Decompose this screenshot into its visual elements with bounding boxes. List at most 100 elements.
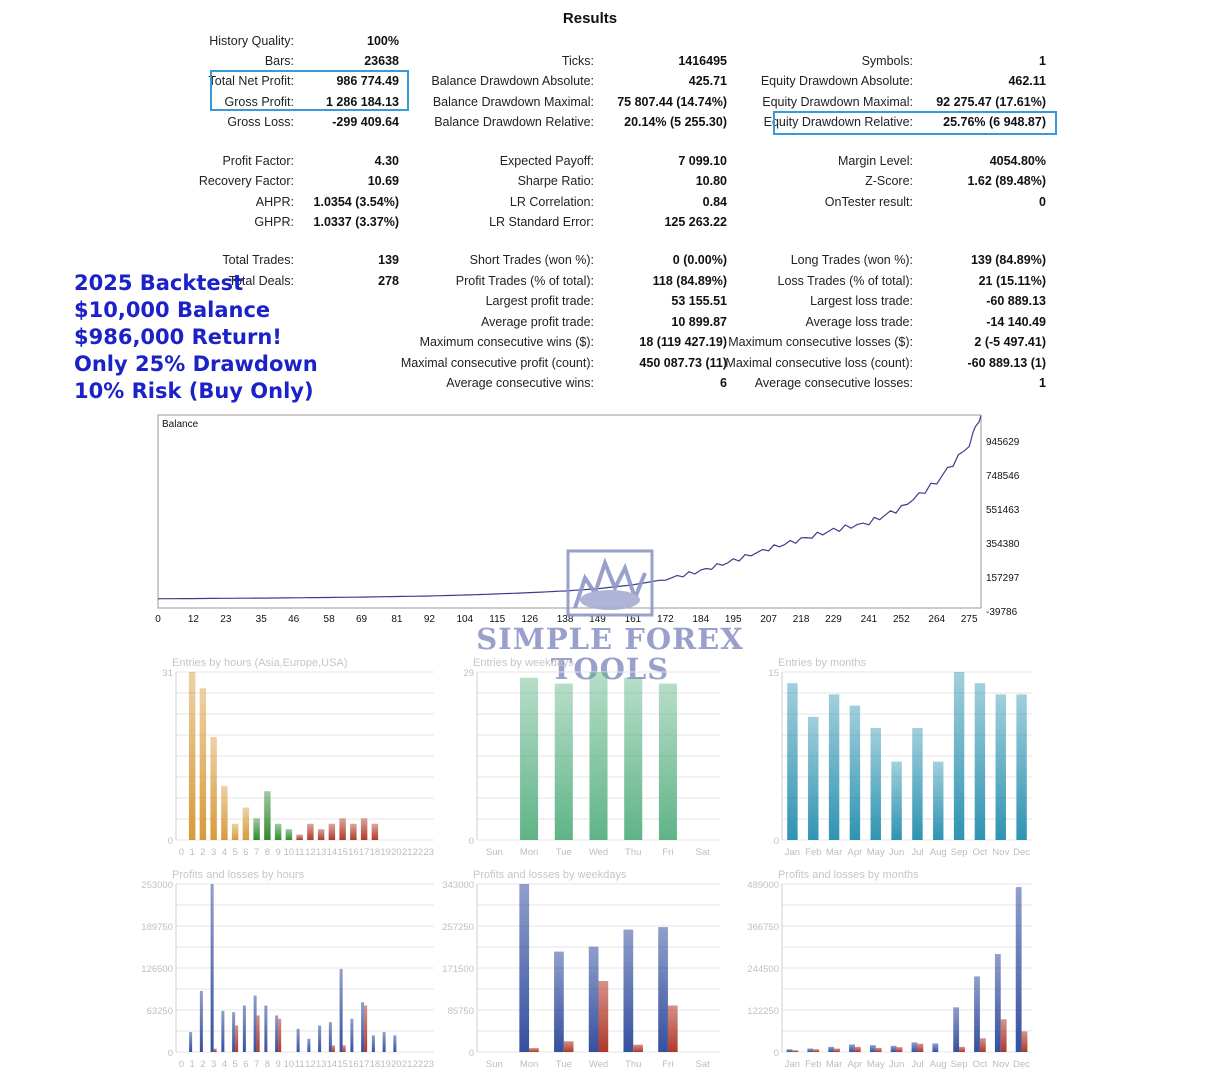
x-tick-label: 69 (356, 614, 368, 625)
x-tick-label: 14 (327, 1059, 338, 1070)
stat-label: Largest loss trade: (810, 294, 913, 308)
x-tick-label: 275 (961, 614, 978, 625)
x-tick-label: 6 (243, 847, 248, 858)
x-tick-label: 8 (265, 1059, 270, 1070)
y-tick-label: 551463 (986, 505, 1020, 516)
stat-label: Largest profit trade: (485, 294, 594, 308)
x-tick-label: 9 (275, 1059, 280, 1070)
x-tick-label: 138 (557, 614, 574, 625)
y-tick-label: 0 (774, 836, 779, 847)
profit-bar (953, 1007, 960, 1052)
x-tick-label: 81 (391, 614, 403, 625)
x-tick-label: Aug (930, 847, 947, 858)
bar (360, 818, 368, 840)
stat-value: 21 (15.11%) (978, 274, 1046, 288)
stat-value: 4.30 (374, 154, 399, 168)
stat-value: 125 263.22 (664, 215, 727, 229)
loss-bar (529, 1048, 539, 1052)
x-tick-label: Sun (486, 847, 503, 858)
promo-line: $986,000 Return! (74, 325, 282, 349)
stat-label: GHPR: (254, 215, 294, 229)
x-tick-label: 264 (928, 614, 945, 625)
stat-value: 0 (1039, 195, 1046, 209)
profit-bar (350, 1018, 354, 1052)
stat-label: Profit Trades (% of total): (455, 274, 594, 288)
x-tick-label: 0 (155, 614, 161, 625)
stat-value: 75 807.44 (14.74%) (617, 95, 727, 109)
stat-value: 92 275.47 (17.61%) (936, 95, 1046, 109)
stat-label: Maximum consecutive losses ($): (728, 335, 913, 349)
watermark-line: SIMPLE FOREX (476, 622, 744, 656)
y-tick-label: 257250 (442, 922, 474, 933)
promo-line: 2025 Backtest (74, 271, 244, 295)
stat-value: 10.80 (695, 174, 727, 188)
y-tick-label: 489000 (747, 880, 779, 891)
x-tick-label: May (867, 1059, 885, 1070)
x-tick-label: Mon (520, 1059, 538, 1070)
loss-bar (1000, 1019, 1007, 1052)
stat-value: 10 899.87 (671, 315, 727, 329)
profit-bar (296, 1028, 300, 1052)
x-tick-label: 115 (489, 614, 505, 625)
x-tick-label: 21 (402, 1059, 413, 1070)
profit-bar (199, 990, 203, 1052)
stat-label: Maximal consecutive profit (count): (400, 356, 594, 370)
profit-bar (232, 1012, 236, 1052)
x-tick-label: 46 (288, 614, 300, 625)
x-tick-label: 15 (337, 1059, 348, 1070)
y-tick-label: 244500 (747, 964, 779, 975)
x-tick-label: 18 (370, 847, 381, 858)
x-tick-label: 218 (793, 614, 810, 625)
stat-label: Equity Drawdown Maximal: (762, 95, 913, 109)
profit-bar (623, 929, 634, 1052)
x-tick-label: 4 (222, 1059, 227, 1070)
x-tick-label: 2 (200, 847, 205, 858)
x-tick-label: 9 (275, 847, 280, 858)
y-tick-label: 15 (768, 668, 779, 679)
y-tick-label: -39786 (986, 607, 1018, 618)
x-tick-label: 20 (391, 847, 402, 858)
x-tick-label: 12 (305, 1059, 316, 1070)
x-tick-label: 2 (200, 1059, 205, 1070)
stat-label: Total Deals: (228, 274, 294, 288)
x-tick-label: 4 (222, 847, 227, 858)
loss-bar (598, 980, 609, 1052)
stat-label: Profit Factor: (222, 154, 294, 168)
stat-label: Recovery Factor: (198, 174, 294, 188)
bar (210, 737, 217, 840)
x-tick-label: Tue (556, 847, 572, 858)
y-tick-label: 343000 (442, 880, 474, 891)
x-tick-label: 58 (324, 614, 336, 625)
promo-text: 2025 Backtest $10,000 Balance $986,000 R… (74, 270, 318, 405)
profit-bar (264, 1005, 268, 1052)
bar (828, 694, 840, 840)
x-tick-label: Jul (911, 1059, 923, 1070)
bar (231, 823, 239, 840)
y-tick-label: 122250 (747, 1006, 779, 1017)
stat-label: Average consecutive wins: (446, 376, 594, 390)
y-tick-label: 29 (463, 668, 474, 679)
x-tick-label: Mar (826, 847, 842, 858)
x-tick-label: 22 (413, 847, 424, 858)
bull-bear-logo-icon (566, 549, 654, 617)
x-tick-label: Feb (805, 847, 821, 858)
profit-bar (588, 946, 599, 1052)
x-tick-label: 5 (232, 847, 237, 858)
x-tick-label: 0 (179, 1059, 184, 1070)
profit-bar (221, 1010, 225, 1052)
chart-title: Profits and losses by months (778, 869, 919, 881)
stat-label: Gross Profit: (224, 95, 294, 109)
x-tick-label: 1 (189, 1059, 194, 1070)
bar (589, 672, 608, 840)
x-tick-label: 207 (760, 614, 777, 625)
profit-bar (210, 884, 214, 1052)
loss-bar (896, 1047, 903, 1052)
bar (974, 683, 986, 840)
bar (808, 716, 819, 840)
stat-label: Average loss trade: (805, 315, 913, 329)
bar (296, 834, 303, 840)
stat-label: LR Correlation: (509, 195, 594, 209)
x-tick-label: 12 (188, 614, 200, 625)
